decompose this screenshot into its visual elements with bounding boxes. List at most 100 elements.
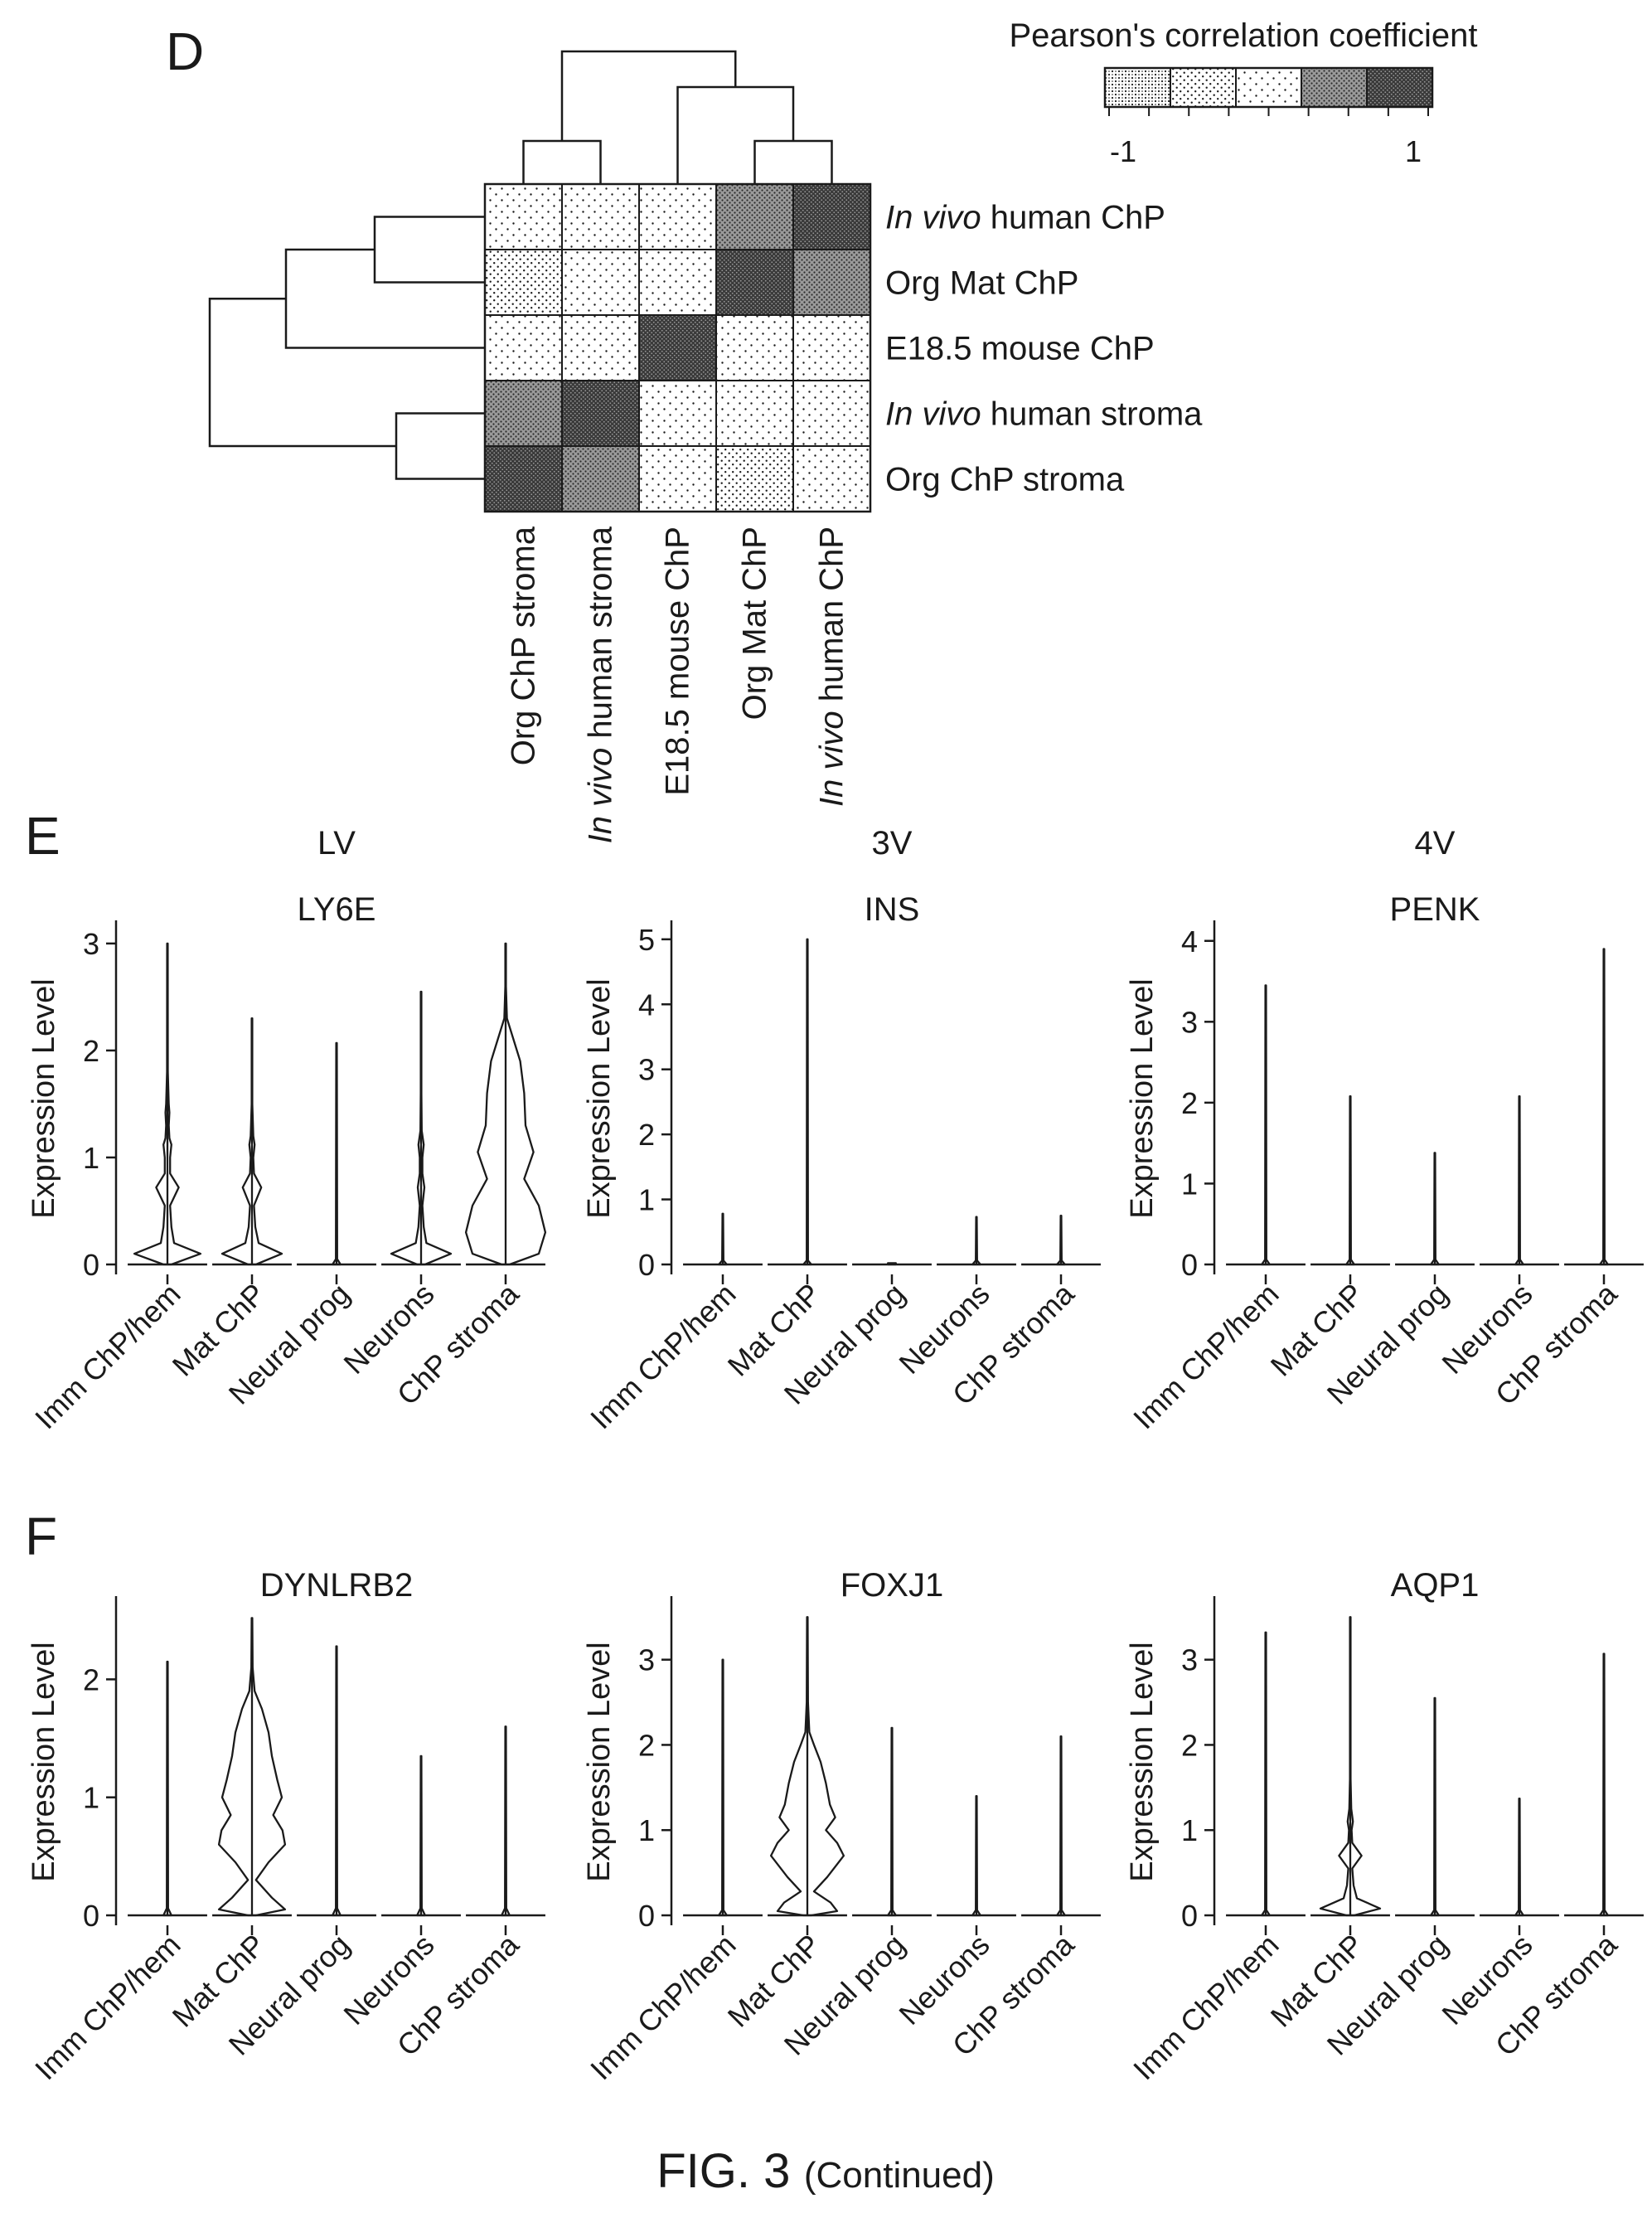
y-tick-label: 0 (1181, 1248, 1198, 1282)
label-part: human ChP (981, 200, 1165, 236)
y-tick-label: 4 (1181, 925, 1198, 958)
heatmap-cell (715, 445, 794, 512)
heatmap-cell (484, 183, 563, 250)
heatmap-cell (484, 445, 563, 512)
label-part: Org ChP stroma (506, 526, 542, 765)
dendrogram-branch (676, 85, 795, 184)
heatmap-cell (792, 445, 871, 512)
heatmap-cell (561, 183, 640, 250)
x-tick-label: Imm ChP/hem (584, 1928, 743, 2087)
y-tick-label: 3 (1181, 1643, 1198, 1677)
y-axis-label: Expression Level (582, 1642, 617, 1881)
region-title: LV (317, 825, 356, 861)
y-tick-label: 2 (638, 1118, 655, 1152)
y-tick-label: 0 (83, 1248, 99, 1282)
heatmap-column-label: Org ChP stroma (506, 526, 542, 765)
heatmap-cell (638, 183, 717, 250)
heatmap-cell (792, 380, 871, 447)
correlation-heatmap: Pearson's correlation coefficient -1 1 I… (208, 17, 1478, 843)
heatmap-cell (561, 445, 640, 512)
y-tick-label: 1 (1181, 1813, 1198, 1847)
column-dendrogram (522, 50, 833, 184)
y-tick-label: 2 (83, 1662, 99, 1696)
y-tick-label: 2 (1181, 1086, 1198, 1120)
heatmap-cell (638, 445, 717, 512)
y-tick-label: 2 (638, 1728, 655, 1762)
gene-title: INS (865, 891, 920, 928)
heatmap-cell (715, 380, 794, 447)
x-tick-label: Imm ChP/hem (1126, 1277, 1286, 1436)
y-tick-label: 3 (638, 1643, 655, 1677)
dendrogram-branch (560, 50, 737, 141)
heatmap-row-label: E18.5 mouse ChP (885, 331, 1155, 367)
y-tick-label: 2 (1181, 1728, 1198, 1762)
y-tick-label: 0 (638, 1899, 655, 1933)
heatmap-cell (484, 314, 563, 381)
heatmap-cell (638, 380, 717, 447)
heatmap-cell (715, 314, 794, 381)
heatmap-column-label: In vivo human stroma (583, 526, 619, 843)
legend-max-label: 1 (1405, 134, 1422, 168)
dendrogram-branch (522, 139, 602, 184)
caption-main: FIG. 3 (656, 2144, 790, 2198)
heatmap-cell (484, 380, 563, 447)
y-tick-label: 3 (1181, 1005, 1198, 1039)
legend-title: Pearson's correlation coefficient (1010, 17, 1478, 54)
dendrogram-branch (284, 248, 485, 349)
x-tick-label: Imm ChP/hem (1126, 1928, 1286, 2087)
heatmap-row-label: In vivo human ChP (885, 200, 1165, 236)
y-tick-label: 3 (638, 1053, 655, 1087)
legend-swatch (1301, 67, 1368, 108)
heatmap-cell (792, 183, 871, 250)
heatmap-cell (715, 249, 794, 316)
y-tick-label: 4 (638, 988, 655, 1022)
heatmap-column-label: Org Mat ChP (737, 527, 773, 720)
y-tick-label: 1 (638, 1183, 655, 1217)
y-tick-label: 1 (83, 1141, 99, 1175)
caption-sub: (Continued) (804, 2155, 995, 2196)
panel-label-f: F (25, 1507, 57, 1566)
heatmap-cell (638, 249, 717, 316)
label-part: Org ChP stroma (885, 462, 1125, 498)
y-tick-label: 0 (638, 1248, 655, 1282)
label-italic-part: In vivo (814, 711, 850, 807)
legend-swatch (1170, 67, 1237, 108)
y-tick-label: 5 (638, 923, 655, 957)
label-part: human ChP (814, 527, 850, 711)
heatmap-column-label: E18.5 mouse ChP (660, 527, 696, 796)
y-tick-label: 3 (83, 927, 99, 961)
gene-title: AQP1 (1391, 1567, 1480, 1604)
label-part: human stroma (583, 526, 619, 748)
dendrogram-branch (395, 412, 485, 480)
y-axis-label: Expression Level (1125, 1642, 1160, 1881)
heatmap-column-label: In vivo human ChP (814, 527, 850, 807)
heatmap-row-label: In vivo human stroma (885, 396, 1203, 433)
y-tick-label: 0 (1181, 1899, 1198, 1933)
y-tick-label: 2 (83, 1034, 99, 1068)
y-tick-label: 0 (83, 1899, 99, 1933)
gene-title: LY6E (298, 891, 376, 928)
dendrogram-branch (373, 216, 485, 284)
x-tick-label: Imm ChP/hem (28, 1928, 187, 2087)
gene-title: DYNLRB2 (260, 1567, 414, 1604)
y-axis-label: Expression Level (582, 978, 617, 1218)
y-tick-label: 1 (638, 1813, 655, 1847)
label-part: E18.5 mouse ChP (885, 331, 1155, 367)
legend-swatch (1235, 67, 1302, 108)
y-axis-label: Expression Level (1125, 978, 1160, 1218)
y-tick-label: 1 (1181, 1167, 1198, 1201)
panel-label-d: D (166, 22, 204, 81)
y-axis-label: Expression Level (27, 978, 61, 1218)
gene-title: FOXJ1 (841, 1567, 943, 1604)
label-part: Org Mat ChP (737, 527, 773, 720)
figure-caption: FIG. 3 (Continued) (656, 2144, 995, 2198)
legend-min-label: -1 (1110, 134, 1136, 168)
region-title: 4V (1415, 825, 1456, 861)
label-part: human stroma (981, 396, 1204, 433)
x-tick-label: Imm ChP/hem (584, 1277, 743, 1436)
heatmap-cell (561, 314, 640, 381)
